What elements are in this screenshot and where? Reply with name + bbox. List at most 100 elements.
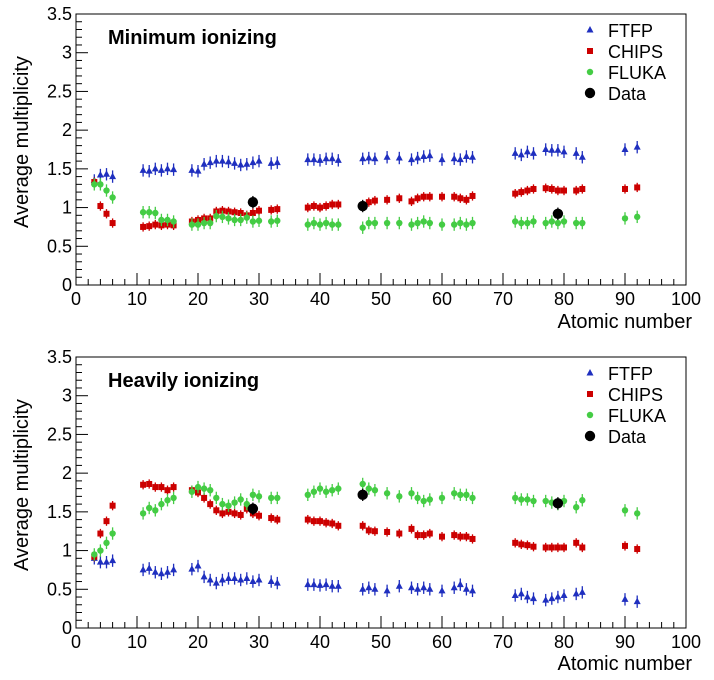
marker [328, 582, 336, 589]
marker [103, 518, 110, 525]
marker [273, 579, 281, 586]
marker [408, 525, 415, 532]
marker [231, 499, 238, 506]
data-point-ftfp [212, 154, 220, 168]
data-point-ftfp [334, 154, 342, 167]
data-point-fluka [188, 485, 196, 498]
marker [96, 171, 104, 178]
marker [334, 156, 342, 163]
data-point-chips [622, 184, 628, 194]
marker [578, 153, 586, 160]
data-point-chips [518, 539, 525, 550]
marker [243, 500, 250, 508]
data-point-ftfp [548, 592, 556, 605]
marker [579, 185, 586, 192]
marker [103, 539, 110, 547]
data-point-chips [152, 219, 159, 230]
marker [572, 589, 580, 597]
marker [426, 151, 434, 159]
marker [188, 565, 196, 572]
marker [524, 496, 531, 503]
marker [634, 184, 641, 191]
data-point-chips [256, 206, 262, 216]
marker [554, 219, 562, 227]
marker [548, 544, 555, 551]
marker [310, 219, 318, 227]
panel-title: Minimum ionizing [108, 27, 277, 49]
marker [579, 497, 586, 504]
marker [371, 219, 379, 227]
data-point-ftfp [170, 563, 178, 577]
legend-item-ftfp: FTFP [586, 21, 653, 41]
data-point-ftfp [633, 140, 641, 154]
data-point-fluka [512, 215, 519, 228]
data-point-chips [548, 184, 555, 194]
data-point-data [357, 488, 368, 502]
data-point-fluka [396, 490, 403, 503]
marker [317, 204, 323, 211]
data-point-chips [97, 201, 104, 211]
data-point-chips [451, 530, 458, 540]
data-point-fluka [524, 216, 531, 230]
data-point-fluka [414, 491, 421, 505]
data-point-ftfp [511, 147, 519, 160]
y-tick-label: 3 [62, 43, 72, 63]
marker [145, 167, 153, 174]
data-point-fluka [414, 216, 421, 230]
plot-frame [75, 13, 687, 286]
data-point-ftfp [469, 584, 476, 598]
data-point-ftfp [359, 152, 367, 165]
data-point-fluka [457, 488, 464, 502]
marker [274, 206, 281, 213]
marker [206, 158, 214, 166]
data-point-fluka [573, 216, 580, 230]
data-point-ftfp [621, 593, 629, 606]
data-point-fluka [139, 206, 147, 219]
data-point-chips [396, 528, 403, 539]
data-point-data [247, 195, 259, 209]
data-point-fluka [268, 491, 275, 505]
x-tick-label: 40 [310, 632, 330, 652]
marker [103, 558, 110, 565]
data-point-fluka [463, 218, 470, 231]
marker [359, 154, 367, 162]
x-tick-label: 30 [249, 632, 269, 652]
data-point-chips [329, 518, 336, 529]
marker [97, 181, 104, 188]
marker [371, 585, 379, 592]
marker [206, 575, 214, 583]
data-point-chips [530, 184, 537, 194]
data-point-ftfp [164, 566, 171, 579]
marker [530, 543, 537, 550]
marker [469, 192, 476, 199]
data-point-chips [457, 193, 464, 203]
data-point-ftfp [462, 583, 470, 596]
series-data [247, 195, 564, 220]
data-point-ftfp [578, 151, 586, 164]
legend-label: FTFP [608, 21, 653, 41]
data-point-fluka [170, 491, 177, 505]
marker [517, 589, 525, 597]
data-point-fluka [207, 483, 214, 497]
data-point-chips [426, 192, 433, 202]
marker [109, 556, 117, 564]
marker [554, 187, 561, 194]
data-point-chips [323, 201, 330, 211]
marker [225, 208, 232, 215]
marker [334, 582, 342, 589]
marker [109, 530, 116, 537]
y-tick-labels: 0 0.5 1 1.5 2 2.5 3 3.5 [47, 347, 72, 638]
marker [426, 585, 434, 592]
data-point-chips [457, 531, 464, 542]
marker [371, 486, 379, 494]
data-point-fluka [542, 216, 549, 230]
data-point-fluka [634, 507, 641, 520]
data-point-chips [103, 209, 110, 219]
marker [255, 493, 263, 500]
data-point-ftfp [359, 583, 367, 596]
marker [255, 575, 263, 583]
data-point-chips [384, 527, 391, 537]
marker [207, 219, 214, 227]
data-point-fluka [200, 482, 208, 495]
